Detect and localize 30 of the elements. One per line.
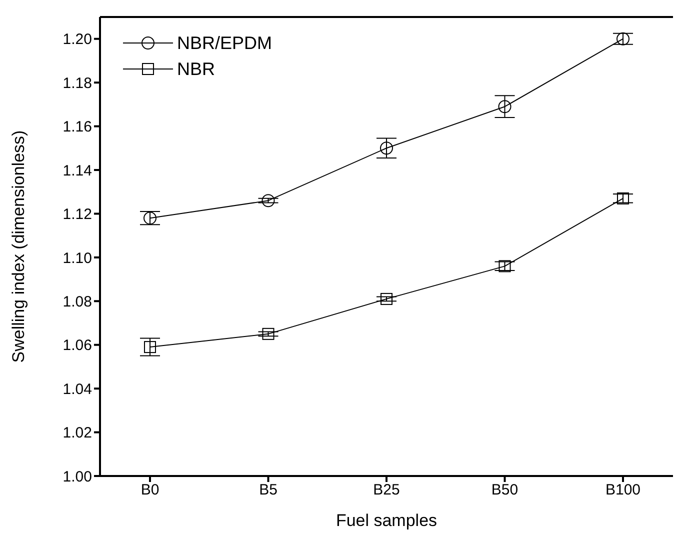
point	[498, 260, 511, 272]
legend-label: NBR	[177, 58, 216, 80]
point	[617, 192, 629, 204]
y-tick-label: 1.20	[62, 31, 92, 48]
y-tick-label: 1.14	[62, 162, 92, 180]
y-tick-label: 1.08	[62, 293, 92, 310]
point	[380, 292, 392, 305]
x-tick-label: B25	[373, 482, 400, 499]
y-tick-label: 1.06	[62, 337, 92, 354]
point	[144, 341, 156, 354]
point	[262, 194, 275, 208]
x-tick-label: B100	[605, 482, 641, 499]
y-tick-label: 1.02	[62, 424, 92, 442]
y-tick-label: 1.10	[62, 250, 92, 267]
legend-label: NBR/EPDM	[177, 32, 272, 54]
y-axis-title: Swelling index (dimensionless)	[9, 130, 28, 363]
x-tick-label: B50	[491, 482, 518, 499]
point	[616, 32, 630, 46]
point	[380, 142, 393, 155]
y-tick-label: 1.04	[62, 380, 92, 398]
x-tick-label: B5	[259, 482, 278, 499]
x-tick-label: B0	[140, 482, 160, 499]
point	[144, 212, 156, 225]
y-tick-label: 1.18	[62, 74, 92, 92]
y-tick-label: 1.16	[62, 118, 92, 136]
y-tick-label: 1.00	[62, 468, 92, 486]
y-tick-label: 1.12	[62, 206, 92, 224]
point	[498, 100, 512, 114]
point	[262, 328, 274, 340]
x-axis-title: Fuel samples	[336, 511, 438, 530]
